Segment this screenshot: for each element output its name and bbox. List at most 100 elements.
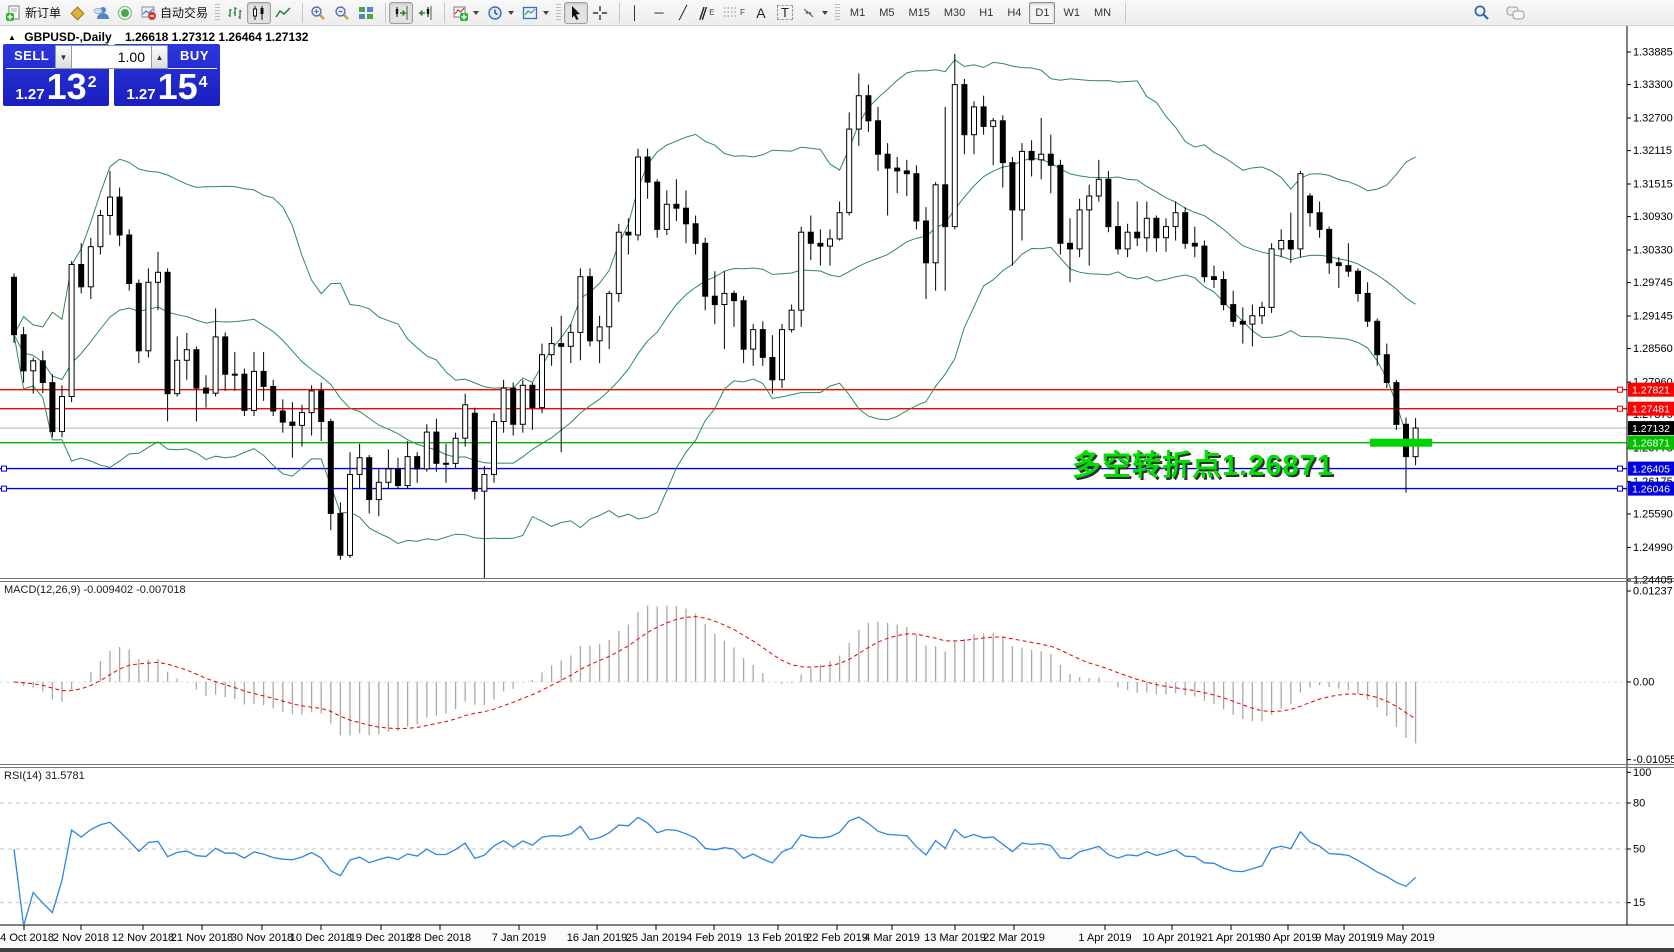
chat-button[interactable] bbox=[1502, 2, 1529, 24]
timeframe-button-M30[interactable]: M30 bbox=[943, 6, 966, 19]
toolbar-separator bbox=[379, 2, 387, 23]
price-tag-1.27821 bbox=[1628, 382, 1674, 397]
timeframe-button-MN[interactable]: MN bbox=[1093, 6, 1112, 19]
timeframe-button-M15[interactable]: M15 bbox=[908, 6, 930, 19]
candlestick-chart-button[interactable] bbox=[247, 1, 272, 24]
date-axis-bar bbox=[0, 925, 1674, 948]
candle-bull bbox=[443, 462, 449, 465]
candle-bull bbox=[1297, 173, 1304, 250]
dropdown-caret-icon[interactable] bbox=[473, 10, 480, 15]
timeframe-button-H4[interactable]: H4 bbox=[1007, 6, 1022, 19]
search-icon bbox=[1474, 5, 1489, 20]
date-tick-label: 28 Dec 2018 bbox=[409, 932, 471, 944]
bar-chart-button[interactable] bbox=[223, 2, 247, 24]
rsi-tick-label: 15 bbox=[1633, 897, 1645, 909]
candle-bull bbox=[846, 128, 853, 214]
autotrading-button[interactable]: 自动交易 bbox=[137, 2, 212, 24]
date-tick-label: 19 Dec 2018 bbox=[350, 932, 412, 944]
dropdown-caret-icon[interactable] bbox=[543, 10, 550, 15]
volume-increase-button[interactable]: ▲ bbox=[151, 45, 168, 69]
candle-bull bbox=[827, 238, 833, 247]
candle-bull bbox=[750, 329, 757, 350]
toolbar-separator bbox=[438, 2, 446, 23]
candle-bear bbox=[366, 457, 373, 501]
candle-bear bbox=[942, 184, 949, 228]
chart-shift-button[interactable] bbox=[413, 2, 437, 24]
pane-separator bbox=[0, 581, 1674, 582]
candle-bull bbox=[951, 84, 958, 228]
arrows-tool[interactable] bbox=[797, 2, 832, 24]
candle-bear bbox=[193, 349, 200, 389]
timeframe-button-M5[interactable]: M5 bbox=[879, 6, 895, 19]
line-chart-button[interactable] bbox=[271, 2, 295, 24]
zoom-in-button[interactable] bbox=[306, 2, 330, 24]
add-indicator-button[interactable] bbox=[448, 2, 483, 24]
candle-bull bbox=[107, 196, 113, 217]
candle-bull bbox=[183, 349, 190, 361]
candle-bear bbox=[1230, 304, 1237, 322]
volume-input[interactable] bbox=[72, 45, 151, 69]
fibonacci-tool[interactable]: F bbox=[719, 2, 749, 24]
new-order-button[interactable]: 新订单 bbox=[2, 2, 65, 24]
candle-bear bbox=[673, 203, 680, 209]
candle-bear bbox=[759, 329, 766, 358]
auto-scroll-button[interactable] bbox=[389, 1, 414, 24]
text-label-tool[interactable]: T bbox=[773, 2, 797, 24]
cursor-button[interactable] bbox=[564, 1, 589, 24]
toolbar-separator bbox=[296, 2, 304, 23]
volume-decrease-button[interactable]: ▼ bbox=[55, 45, 72, 69]
periods-button[interactable] bbox=[483, 2, 518, 24]
navigator-button[interactable] bbox=[113, 2, 137, 24]
date-tick-label: 24 Oct 2018 bbox=[0, 932, 54, 944]
market-watch-button[interactable] bbox=[89, 2, 113, 24]
date-tick-label: 21 Nov 2018 bbox=[171, 932, 233, 944]
timeframe-button-M1[interactable]: M1 bbox=[849, 6, 866, 19]
candle-bear bbox=[625, 231, 632, 236]
crosshair-button[interactable] bbox=[588, 2, 612, 24]
buy-price-prefix: 1.27 bbox=[126, 86, 156, 103]
price-tag-label: 1.26405 bbox=[1632, 464, 1670, 476]
timeframe-button-W1[interactable]: W1 bbox=[1063, 6, 1080, 19]
zoom-out-button[interactable] bbox=[330, 2, 354, 24]
macd-tick-label: 0.01237 bbox=[1633, 586, 1673, 598]
price-tick-label: 1.33885 bbox=[1633, 47, 1673, 59]
trendline-icon: ╱ bbox=[679, 5, 687, 20]
chat-icon bbox=[1506, 6, 1525, 19]
tile-windows-button[interactable] bbox=[354, 2, 378, 24]
candle-bear bbox=[11, 276, 17, 336]
candle-bull bbox=[251, 370, 257, 411]
templates-button[interactable] bbox=[518, 2, 553, 24]
channel-tool[interactable]: ∥ E bbox=[695, 2, 719, 24]
profile-button[interactable] bbox=[65, 2, 89, 24]
templates-icon bbox=[522, 6, 538, 19]
candle-bull bbox=[567, 331, 574, 347]
timeframe-button-D1[interactable]: D1 bbox=[1029, 1, 1056, 24]
price-tick-label: 1.28560 bbox=[1633, 343, 1673, 355]
candle-bull bbox=[491, 421, 497, 475]
search-button[interactable] bbox=[1469, 2, 1494, 24]
timeframe-button-H1[interactable]: H1 bbox=[979, 6, 994, 19]
toolbar-separator bbox=[1119, 2, 1127, 23]
dropdown-caret-icon[interactable] bbox=[508, 10, 515, 15]
sell-price: 1.27 13 2 bbox=[3, 69, 109, 105]
collapse-arrow-icon[interactable]: ▲ bbox=[8, 33, 16, 42]
chart-symbol-period: GBPUSD-,Daily bbox=[24, 30, 112, 44]
candle-bull bbox=[615, 231, 622, 294]
candle-bull bbox=[663, 203, 670, 230]
horizontal-line-tool[interactable]: ─ bbox=[647, 2, 671, 24]
candle-bear bbox=[683, 207, 689, 225]
candle-bear bbox=[702, 242, 709, 297]
candle-bear bbox=[587, 276, 593, 342]
candle-bear bbox=[433, 431, 440, 464]
text-tool[interactable]: A bbox=[749, 2, 773, 24]
candle-bull bbox=[788, 309, 795, 331]
dropdown-caret-icon[interactable] bbox=[821, 10, 828, 15]
bollinger-lower-line bbox=[13, 246, 1417, 545]
trendline-tool[interactable]: ╱ bbox=[671, 2, 695, 24]
vertical-line-tool[interactable]: │ bbox=[623, 2, 647, 24]
date-tick-label: 10 Dec 2018 bbox=[290, 932, 352, 944]
candle-bull bbox=[59, 396, 65, 433]
price-tag-1.26046 bbox=[1628, 481, 1674, 496]
fibonacci-icon bbox=[724, 7, 737, 16]
